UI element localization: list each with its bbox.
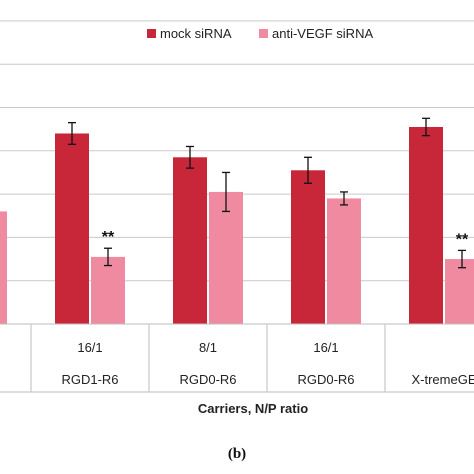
bar [291, 170, 325, 324]
significance-markers: ** ** [102, 229, 469, 248]
error-bars [68, 117, 466, 269]
bar [327, 198, 361, 324]
significance-label: ** [456, 231, 469, 248]
tick-label-ratio: 16/1 [313, 340, 338, 355]
legend-swatch [147, 29, 156, 38]
legend-swatch [259, 29, 268, 38]
bar [0, 211, 7, 324]
legend-label: anti-VEGF siRNA [272, 26, 373, 41]
tick-label-ratio: 16/1 [77, 340, 102, 355]
bar [409, 126, 443, 324]
tick-label-carrier: X-tremeGE [411, 372, 474, 387]
significance-label: ** [102, 229, 115, 246]
bar [55, 133, 89, 324]
bar [173, 157, 207, 324]
x-axis: 16/1 RGD1-R6 8/1 RGD0-R6 16/1 RGD0-R6 X-tremeG… [0, 323, 474, 393]
bar [209, 191, 243, 324]
x-axis-title: Carriers, N/P ratio [198, 401, 308, 416]
tick-label-carrier: RGD1-R6 [61, 372, 118, 387]
tick-label-carrier: RGD0-R6 [179, 372, 236, 387]
bar [91, 256, 125, 324]
tick-label-ratio: 8/1 [199, 340, 217, 355]
panel-label: (b) [228, 446, 246, 462]
legend: mock siRNA anti-VEGF siRNA [147, 26, 373, 41]
tick-label-carrier: RGD0-R6 [297, 372, 354, 387]
legend-label: mock siRNA [160, 26, 232, 41]
bar [445, 259, 474, 324]
bars [0, 126, 474, 324]
